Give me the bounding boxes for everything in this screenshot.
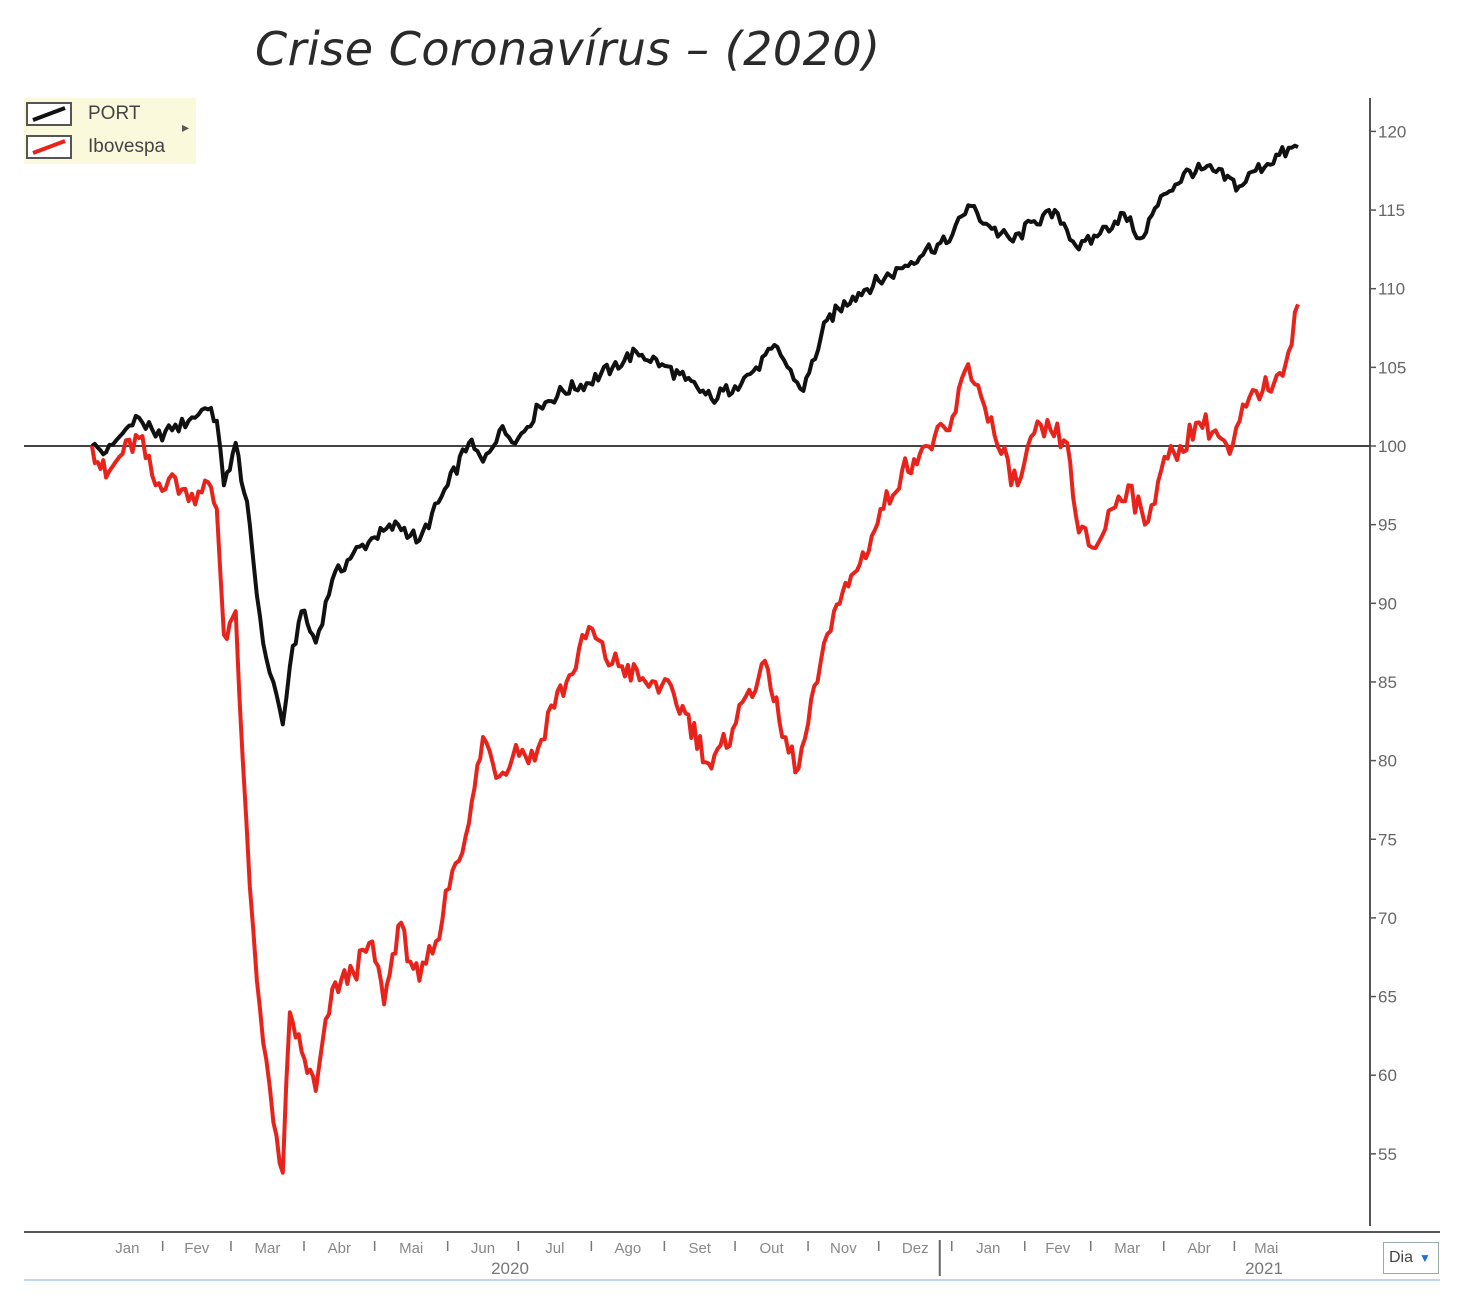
x-tick-label: Mai bbox=[399, 1240, 423, 1257]
y-tick-label: 75 bbox=[1378, 830, 1397, 849]
x-tick-label: Jan bbox=[976, 1240, 1000, 1257]
x-tick-label: Nov bbox=[830, 1240, 857, 1257]
x-tick-label: Set bbox=[688, 1240, 711, 1257]
x-tick-label: Dez bbox=[902, 1240, 929, 1257]
period-select-value: Dia bbox=[1389, 1249, 1414, 1266]
x-year-label: 2020 bbox=[491, 1259, 529, 1278]
x-tick-label: Jun bbox=[471, 1240, 495, 1257]
x-tick-label: Mar bbox=[1114, 1240, 1140, 1257]
chart-title: Crise Coronavírus – (2020) bbox=[255, 22, 881, 76]
legend-item-ibovespa[interactable]: Ibovespa bbox=[26, 133, 165, 161]
y-tick-label: 70 bbox=[1378, 909, 1397, 928]
arrow-right-icon[interactable]: ▸ bbox=[182, 120, 190, 136]
y-tick-label: 100 bbox=[1378, 437, 1406, 456]
y-tick-label: 95 bbox=[1378, 516, 1397, 535]
series-line-port bbox=[90, 143, 1299, 727]
y-tick-label: 60 bbox=[1378, 1066, 1397, 1085]
y-tick-label: 85 bbox=[1378, 673, 1397, 692]
legend-label-port: PORT bbox=[88, 103, 141, 124]
x-tick-label: Mar bbox=[255, 1240, 281, 1257]
y-tick-label: 105 bbox=[1378, 358, 1406, 377]
legend-swatch-ibovespa bbox=[26, 135, 72, 159]
y-tick-label: 110 bbox=[1378, 280, 1405, 299]
y-tick-label: 55 bbox=[1378, 1145, 1397, 1164]
x-tick-label: Jan bbox=[115, 1240, 139, 1257]
series-line-ibovespa bbox=[90, 303, 1300, 1175]
legend[interactable]: PORT Ibovespa bbox=[24, 98, 196, 164]
legend-label-ibovespa: Ibovespa bbox=[88, 136, 166, 157]
axes: 55 60 65 70 75 80 85 90 95 100 105 110 115 120 Jan Fev M… bbox=[24, 98, 1440, 1281]
series-group bbox=[90, 143, 1300, 1175]
y-tick-label: 90 bbox=[1378, 594, 1397, 613]
x-tick-label: Abr bbox=[1187, 1240, 1210, 1257]
x-tick-label: Fev bbox=[184, 1240, 210, 1257]
x-year-label: 2021 bbox=[1245, 1259, 1283, 1278]
x-tick-label: Fev bbox=[1045, 1240, 1071, 1257]
y-tick-label: 65 bbox=[1378, 988, 1397, 1007]
x-tick-label: Abr bbox=[328, 1240, 351, 1257]
period-select[interactable]: Dia ▼ bbox=[1383, 1242, 1439, 1274]
chevron-down-icon: ▼ bbox=[1419, 1251, 1431, 1265]
x-tick-label: Out bbox=[759, 1240, 784, 1257]
x-tick-label: Jul bbox=[545, 1240, 564, 1257]
legend-item-port[interactable]: PORT bbox=[26, 100, 140, 128]
x-tick-label: Mai bbox=[1254, 1240, 1278, 1257]
legend-swatch-port bbox=[26, 102, 72, 126]
y-tick-label: 80 bbox=[1378, 752, 1397, 771]
x-tick-label: Ago bbox=[615, 1240, 642, 1257]
y-tick-label: 115 bbox=[1378, 201, 1405, 220]
y-tick-label: 120 bbox=[1378, 122, 1406, 141]
